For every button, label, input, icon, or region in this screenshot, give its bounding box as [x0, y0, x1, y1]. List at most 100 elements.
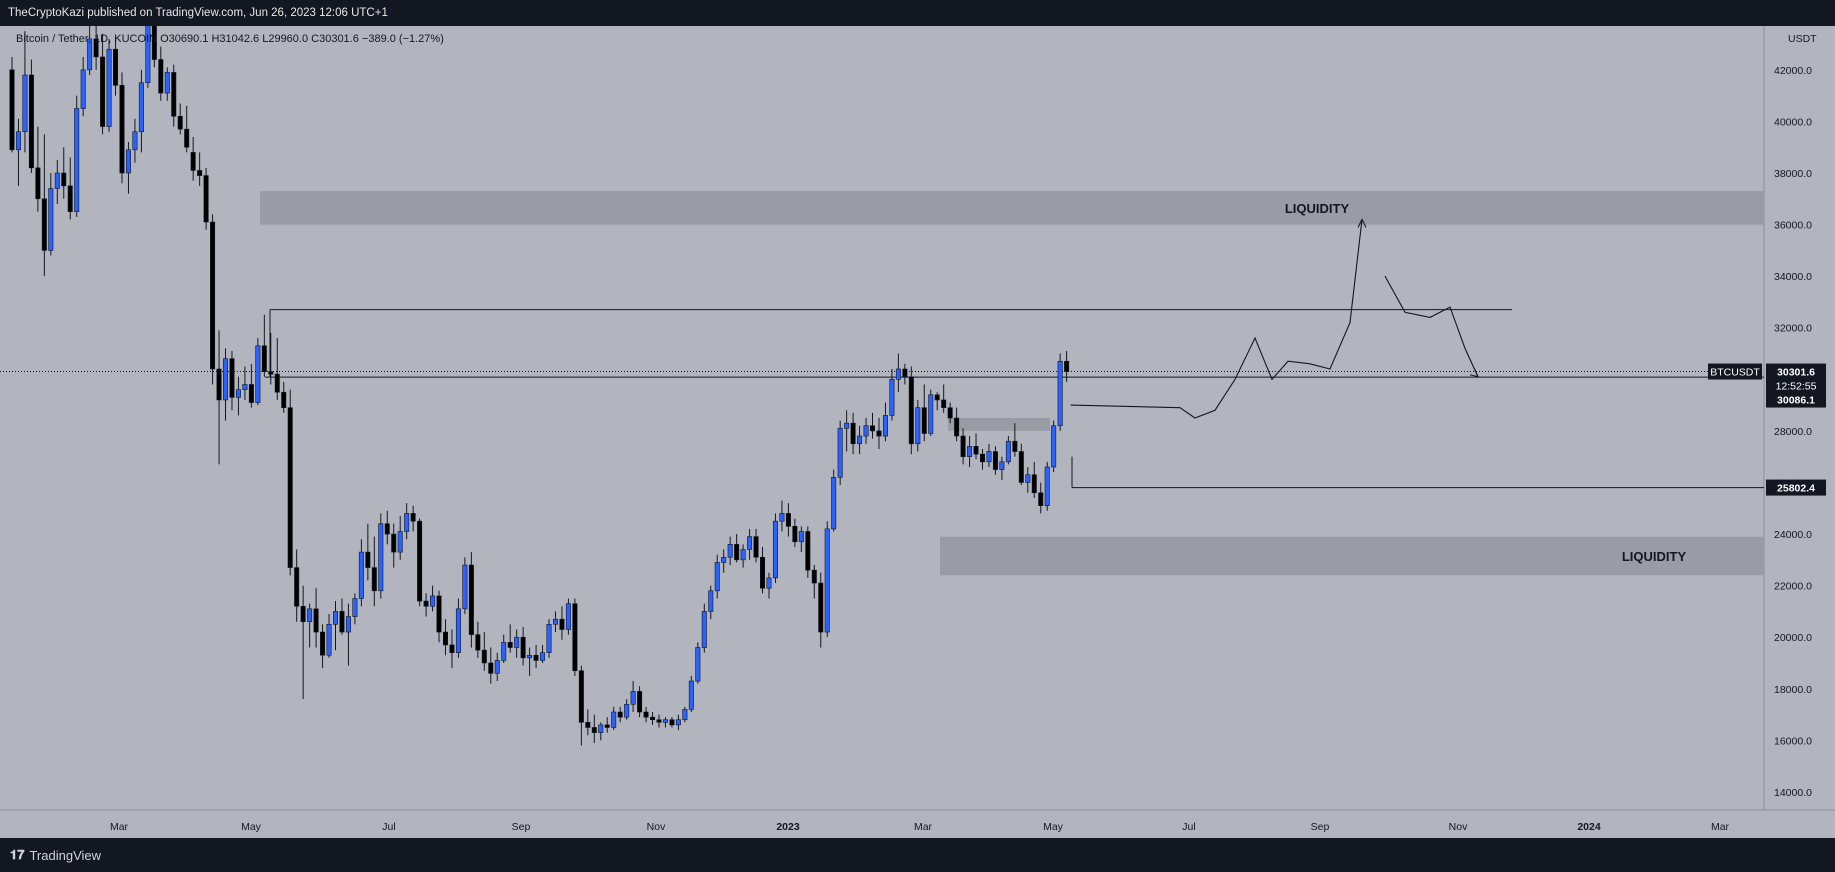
arrow-head-icon [1469, 367, 1479, 378]
liquidity-zone [940, 536, 1764, 576]
candle-body [520, 636, 526, 659]
candle-body [74, 108, 80, 212]
arrow-head-icon [1357, 218, 1367, 228]
candle-body [604, 724, 610, 728]
candle-body [979, 453, 985, 463]
candle-body [675, 719, 681, 726]
time-tick-label: Nov [647, 821, 666, 833]
price-tick-label: 20000.0 [1774, 632, 1812, 644]
candle-body [397, 531, 403, 553]
level-b-tag [1766, 479, 1826, 496]
candle-body [417, 520, 423, 602]
candle-body [695, 647, 701, 682]
candle-body [332, 611, 338, 625]
candle-body [80, 69, 86, 109]
candle-body [585, 722, 591, 728]
candle-body [106, 48, 112, 127]
time-tick-label: 2023 [776, 821, 800, 833]
candle-body [9, 69, 15, 151]
candle-body [54, 172, 60, 189]
candle-body [113, 48, 119, 86]
candle-body [941, 399, 947, 408]
candle-body [870, 425, 876, 432]
candle-body [462, 564, 468, 610]
candle-body [164, 72, 170, 94]
candle-body [242, 384, 248, 390]
candle-body [514, 636, 520, 648]
candle-body [345, 616, 351, 633]
candle-body [960, 435, 966, 457]
candle-body [688, 680, 694, 710]
candle-body [235, 389, 241, 398]
price-tick-label: 38000.0 [1774, 168, 1812, 180]
last-price-tag [1766, 363, 1826, 408]
candle-body [307, 608, 313, 623]
time-axis-background [0, 810, 1835, 838]
candle-body [229, 358, 235, 398]
candle-body [818, 582, 824, 633]
candle-body [300, 605, 306, 623]
candle-body [132, 131, 138, 151]
candle-body [358, 551, 364, 599]
candle-body [611, 711, 617, 728]
price-tick-label: 34000.0 [1774, 271, 1812, 283]
candle-body [365, 551, 371, 568]
candle-body [766, 577, 772, 589]
candle-body [87, 38, 93, 71]
candle-body [578, 670, 584, 723]
price-tick-label: 40000.0 [1774, 116, 1812, 128]
candle-body [371, 567, 377, 592]
candle-body [468, 564, 474, 635]
price-tick-label: 14000.0 [1774, 787, 1812, 799]
candle-body [572, 603, 578, 672]
candle-body [352, 598, 358, 617]
candle-body [404, 513, 410, 532]
symbol-legend: Bitcoin / Tether, 1D, KUCOIN O30690.1 H3… [16, 33, 444, 45]
candle-body [915, 407, 921, 445]
candle-body [1005, 440, 1011, 463]
zone-label: LIQUIDITY [1622, 549, 1687, 564]
tradingview-logo[interactable]: 𝟏𝟕 TradingView [10, 847, 101, 863]
candle-body [203, 175, 209, 223]
candle-body [760, 556, 766, 589]
candle-body [798, 531, 804, 543]
candle-body [650, 716, 656, 721]
plot-background [0, 26, 1764, 810]
publisher-text: TheCryptoKazi published on TradingView.c… [8, 7, 388, 19]
candle-body [721, 556, 727, 563]
candle-body [811, 569, 817, 584]
candle-body [876, 430, 882, 437]
candle-body [1051, 425, 1057, 468]
price-axis-currency: USDT [1788, 33, 1817, 45]
candle-body [475, 634, 481, 651]
candle-body [643, 711, 649, 718]
candle-body [1025, 474, 1031, 483]
time-tick-label: Sep [512, 821, 531, 833]
candle-body [501, 642, 507, 661]
candle-body [656, 719, 662, 723]
candle-body [934, 394, 940, 401]
brand-label: TradingView [29, 847, 102, 863]
candle-body [248, 384, 254, 403]
price-chart[interactable]: LIQUIDITY LIQUIDITY Bitcoin / Tether, 1D, … [0, 26, 1835, 838]
candle-body [921, 407, 927, 434]
candle-body [637, 691, 643, 713]
candle-body [747, 536, 753, 550]
candle-body [339, 611, 345, 633]
projection-path-up [1070, 219, 1363, 419]
candle-body [591, 727, 597, 733]
candle-body [28, 74, 34, 169]
candle-body [630, 691, 636, 705]
price-tick-label: 18000.0 [1774, 684, 1812, 696]
candle-body [669, 719, 675, 726]
candle-body [882, 415, 888, 437]
candle-body [255, 345, 261, 403]
candle-body [682, 709, 688, 721]
candle-body [805, 531, 811, 571]
candle-body [967, 446, 973, 457]
candle-body [430, 595, 436, 607]
candle-body [753, 536, 759, 558]
projection-path-down [1384, 275, 1479, 377]
candle-body [442, 631, 448, 646]
candle-body [792, 526, 798, 543]
